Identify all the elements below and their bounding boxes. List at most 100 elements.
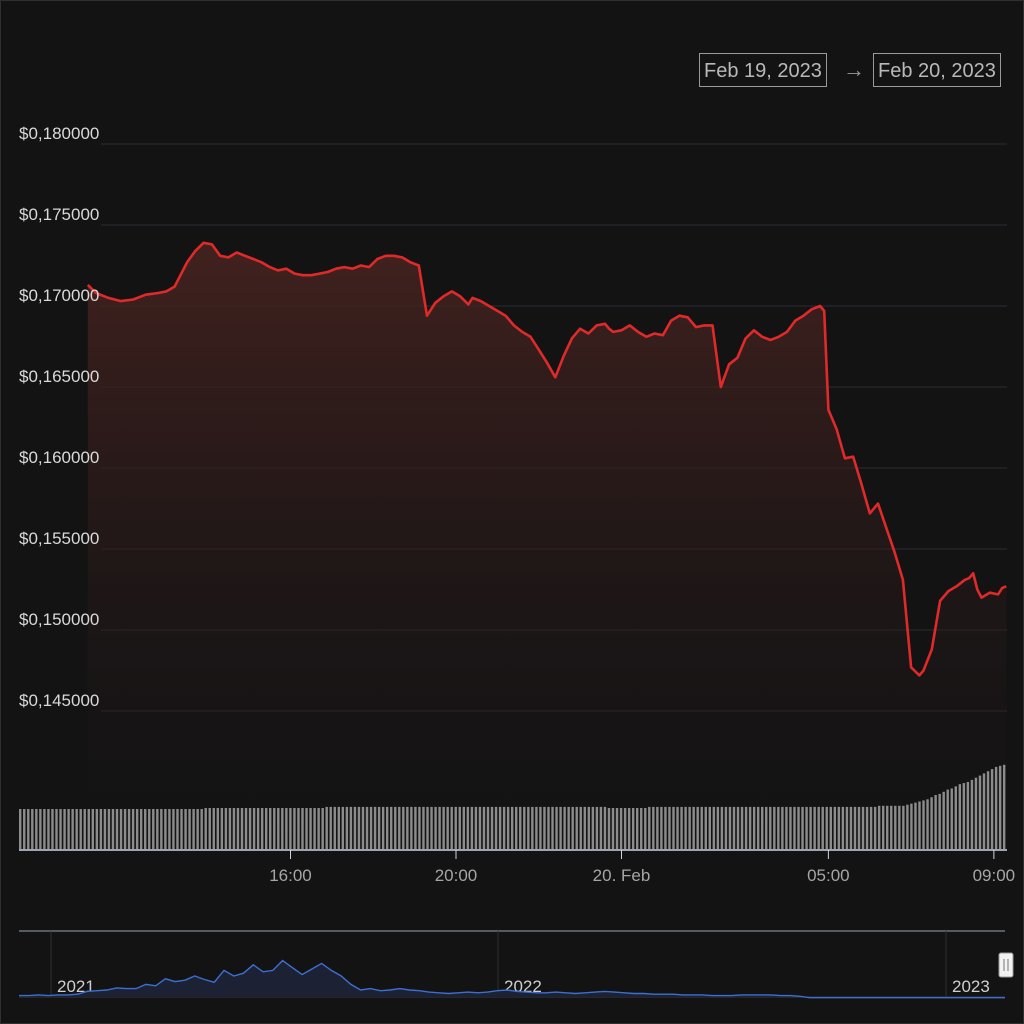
volume-bar <box>353 806 357 849</box>
volume-bar <box>47 809 50 849</box>
volume-bar <box>240 808 244 849</box>
volume-bar <box>821 806 824 849</box>
volume-bar <box>67 809 70 849</box>
volume-bar <box>224 808 228 849</box>
volume-bar <box>615 808 619 849</box>
volume-bar <box>414 806 417 849</box>
volume-bar <box>765 806 768 849</box>
volume-bar <box>410 806 413 849</box>
volume-bar <box>184 809 187 849</box>
volume-bar <box>212 808 215 849</box>
y-axis-labels: $0,180000 $0,175000 $0,170000 $0,165000 $0,1… <box>19 124 99 710</box>
navigator[interactable]: 2021 2022 2023 <box>19 930 1014 999</box>
volume-bar <box>579 806 582 849</box>
volume-bar <box>103 809 107 849</box>
x-tick-label: 20. Feb <box>593 866 651 885</box>
y-tick-label: $0,155000 <box>19 529 99 548</box>
volume-bar <box>494 806 498 849</box>
volume-bar <box>922 800 925 849</box>
volume-bar <box>309 808 312 849</box>
volume-bar <box>716 806 720 849</box>
range-from-input[interactable]: Feb 19, 2023 <box>699 53 827 87</box>
volume-bar <box>591 806 595 849</box>
volume-bar <box>466 806 470 849</box>
volume-bar <box>825 806 828 849</box>
volume-bar <box>946 789 949 849</box>
price-area <box>87 242 1007 850</box>
volume-bar <box>297 808 300 849</box>
volume-bar <box>369 806 373 849</box>
volume-bar <box>567 806 570 849</box>
range-to-input[interactable]: Feb 20, 2023 <box>873 53 1001 87</box>
volume-bar <box>656 806 659 849</box>
volume-bar <box>244 808 248 849</box>
volume-bar <box>172 809 175 849</box>
volume-bar <box>180 809 183 849</box>
volume-bar <box>631 808 635 849</box>
volume-bar <box>454 806 457 849</box>
volume-bar <box>575 806 578 849</box>
volume-bar <box>385 806 389 849</box>
volume-bar <box>260 808 264 849</box>
volume-bar <box>696 806 699 849</box>
volume-bar <box>740 806 744 849</box>
volume-bar <box>752 806 756 849</box>
volume-bar <box>160 809 163 849</box>
volume-bar <box>337 806 340 849</box>
volume-bar <box>402 806 405 849</box>
volume-bar <box>349 806 353 849</box>
volume-bar <box>321 808 324 849</box>
volume-bar <box>535 806 538 849</box>
volume-bar <box>829 806 832 849</box>
volume-bar <box>966 782 970 849</box>
volume-bar <box>23 809 26 849</box>
volume-bar <box>390 806 393 849</box>
volume-bar <box>228 808 232 849</box>
volume-bar <box>131 809 135 849</box>
y-tick-label: $0,145000 <box>19 691 99 710</box>
volume-bar <box>873 806 877 849</box>
volume-bar <box>583 806 586 849</box>
volume-bar <box>930 797 933 849</box>
volume-bar <box>438 806 441 849</box>
navigator-line <box>19 959 1005 999</box>
volume-bar <box>39 809 42 849</box>
volume-bar <box>248 808 252 849</box>
volume-bar <box>817 806 820 849</box>
volume-bar <box>881 805 885 849</box>
volume-bar <box>648 806 651 849</box>
volume-bar <box>365 806 369 849</box>
volume-bar <box>918 801 921 849</box>
volume-bar <box>285 808 288 849</box>
volume-bar <box>998 765 1002 849</box>
volume-bar <box>43 809 46 849</box>
volume-bar <box>551 806 554 849</box>
volume-bar <box>563 806 566 849</box>
volume-bar <box>446 806 449 849</box>
volume-bar <box>418 806 421 849</box>
volume-bar <box>539 806 542 849</box>
volume-bar <box>325 806 328 849</box>
volume-bar <box>139 809 143 849</box>
volume-bar <box>728 806 732 849</box>
volume-bar <box>833 806 837 849</box>
volume-bar <box>619 808 623 849</box>
volume-bar <box>486 806 490 849</box>
volume-bar <box>958 784 962 849</box>
volume-bar <box>837 806 841 849</box>
volume-bar <box>1002 764 1006 849</box>
navigator-year-label: 2023 <box>952 977 990 996</box>
range-arrow-icon: → <box>843 57 865 82</box>
volume-bar <box>277 808 280 849</box>
volume-bar <box>256 808 260 849</box>
volume-bar <box>801 806 804 849</box>
volume-bar <box>31 809 34 849</box>
volume-bar <box>664 806 667 849</box>
x-axis: 16:00 20:00 20. Feb 05:00 09:00 <box>19 849 1015 885</box>
volume-bar <box>559 806 562 849</box>
x-tick-label: 20:00 <box>435 866 478 885</box>
volume-bar <box>676 806 679 849</box>
volume-bar <box>720 806 724 849</box>
price-line-layer[interactable] <box>86 241 1007 677</box>
volume-bar <box>543 806 546 849</box>
